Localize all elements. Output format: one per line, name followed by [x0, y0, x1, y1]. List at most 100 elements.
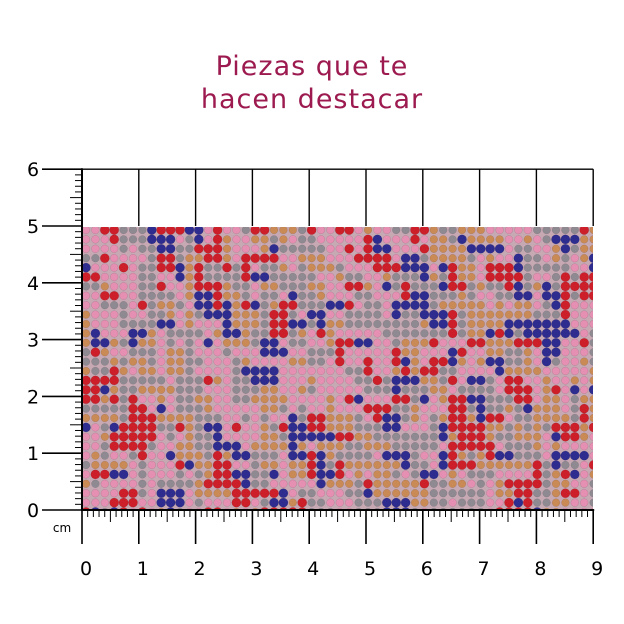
rhinestone — [118, 422, 129, 433]
rhinestone — [222, 227, 232, 235]
rhinestone — [429, 460, 438, 470]
rhinestone — [335, 498, 344, 507]
rhinestone — [212, 234, 223, 245]
rhinestone — [326, 366, 335, 376]
rhinestone — [373, 385, 382, 394]
rhinestone — [345, 470, 354, 479]
rhinestone — [569, 328, 580, 339]
rhinestone — [222, 469, 232, 480]
rhinestone — [288, 348, 297, 357]
rhinestone — [128, 460, 138, 470]
rhinestone — [542, 413, 551, 423]
rhinestone — [326, 310, 335, 319]
rhinestone — [204, 319, 213, 329]
rhinestone — [542, 460, 551, 470]
rhinestone — [100, 451, 109, 460]
rhinestone — [580, 479, 589, 488]
rhinestone — [326, 442, 335, 451]
rhinestone — [495, 235, 504, 244]
rhinestone — [392, 460, 401, 470]
rhinestone — [185, 291, 194, 300]
rhinestone — [240, 300, 251, 311]
rhinestone — [345, 263, 354, 272]
rhinestone — [222, 432, 232, 441]
rhinestone — [533, 451, 542, 460]
rhinestone — [185, 489, 194, 498]
rhinestone — [467, 272, 476, 282]
rhinestone — [580, 385, 589, 394]
rhinestone — [439, 329, 448, 338]
rhinestone — [335, 404, 344, 413]
rhinestone — [260, 470, 269, 479]
rhinestone — [279, 235, 288, 244]
rhinestone — [298, 395, 307, 404]
rhinestone — [175, 422, 185, 433]
rhinestone — [486, 518, 494, 526]
rhinestone — [222, 244, 232, 253]
rhinestone — [382, 291, 391, 300]
rhinestone — [513, 337, 524, 348]
rhinestone — [504, 319, 514, 329]
rhinestone — [186, 518, 194, 526]
rhinestone — [204, 366, 213, 376]
rhinestone — [222, 478, 232, 489]
rhinestone — [279, 282, 288, 291]
rhinestone — [326, 227, 335, 235]
rhinestone — [486, 432, 495, 441]
rhinestone — [522, 497, 533, 508]
rhinestone — [400, 450, 411, 461]
rhinestone — [251, 357, 260, 366]
rhinestone — [156, 262, 167, 273]
rhinestone — [345, 272, 354, 282]
rhinestone — [447, 441, 458, 452]
rhinestone — [306, 309, 317, 320]
rhinestone — [241, 348, 250, 357]
rhinestone — [175, 227, 185, 235]
rhinestone — [204, 227, 213, 235]
rhinestone — [570, 479, 579, 488]
rhinestone — [128, 244, 138, 253]
rhinestone — [373, 338, 382, 347]
rhinestone — [232, 310, 241, 319]
rhinestone — [542, 451, 551, 460]
rhinestone — [447, 272, 458, 282]
rhinestone — [551, 479, 561, 488]
rhinestone — [400, 460, 411, 470]
rhinestone — [213, 338, 222, 347]
rhinestone — [260, 498, 269, 507]
rhinestone — [251, 451, 260, 460]
rhinestone — [466, 441, 477, 452]
rhinestone — [213, 498, 222, 507]
rhinestone — [467, 254, 476, 263]
rhinestone — [326, 357, 335, 366]
rhinestone — [372, 243, 383, 254]
rhinestone — [250, 300, 261, 311]
rhinestone — [447, 328, 458, 339]
rhinestone — [110, 254, 119, 263]
rhinestone — [232, 244, 241, 253]
rhinestone — [128, 470, 138, 479]
x-tick-label: 3 — [250, 558, 262, 580]
rhinestone — [269, 507, 279, 510]
rhinestone — [232, 272, 241, 282]
rhinestone — [392, 272, 401, 282]
rhinestone — [119, 227, 128, 235]
rhinestone — [560, 422, 571, 433]
rhinestone — [156, 227, 167, 235]
rhinestone — [354, 235, 363, 244]
rhinestone — [335, 385, 344, 394]
rhinestone — [279, 291, 288, 300]
rhinestone — [467, 489, 476, 498]
rhinestone — [438, 460, 449, 470]
rhinestone — [419, 300, 430, 311]
rhinestone — [298, 348, 307, 357]
rhinestone — [240, 262, 251, 273]
rhinestone — [109, 290, 120, 301]
rhinestone — [91, 310, 100, 319]
rhinestone — [82, 329, 91, 338]
rhinestone — [194, 498, 203, 507]
rhinestone — [561, 479, 570, 488]
rhinestone — [157, 357, 166, 366]
rhinestone — [307, 376, 316, 385]
rhinestone — [231, 497, 242, 508]
